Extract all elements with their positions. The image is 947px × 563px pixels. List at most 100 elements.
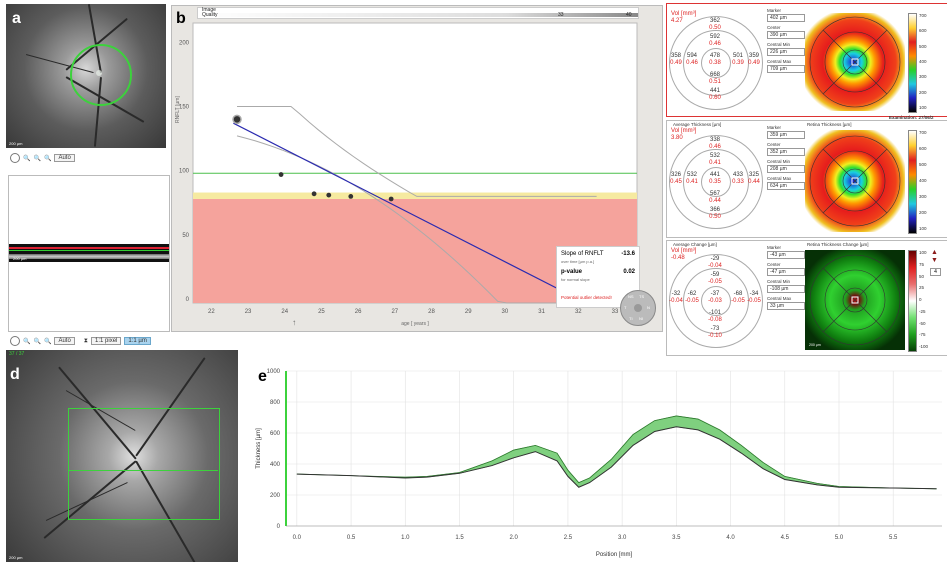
x-tick-label: 22 (208, 309, 215, 315)
scale-tick-label: 25 (919, 285, 925, 291)
etdrs-cell-left-outer[interactable]: -32 -0.04 (662, 291, 690, 305)
etdrs-cell-center[interactable]: -37 -0.03 (701, 291, 729, 305)
pixel-button[interactable]: 1:1 pixel (91, 337, 122, 345)
thickness-value: 441 (709, 172, 720, 178)
etdrs-cell-left-inner[interactable]: -62 -0.05 (678, 291, 706, 305)
etdrs-cell-right-outer[interactable]: 325 0.44 (740, 172, 768, 186)
um-button[interactable]: 1:1 µm (124, 337, 151, 345)
etdrs-cell-left-inner[interactable]: 594 0.46 (678, 53, 706, 67)
radio-icon[interactable] (10, 336, 20, 346)
zoom-fit-icon[interactable]: 🔍 (43, 155, 52, 162)
etdrs-cell-center[interactable]: 441 0.35 (701, 172, 729, 186)
etdrs-cell-left-inner[interactable]: 532 0.41 (678, 172, 706, 186)
map-title: Retina Thickness Change [µm] (807, 242, 869, 247)
thickness-heatmap[interactable] (805, 250, 905, 350)
zoom-out-icon[interactable]: 🔍 (23, 155, 31, 162)
p-value: 0.02 (623, 269, 635, 275)
scale-tick-label: 700 (919, 130, 927, 135)
heatmap-ring (809, 16, 901, 108)
zoom-select[interactable]: Auto (54, 154, 75, 162)
stepper-up-icon[interactable]: ▲ (931, 249, 938, 256)
etdrs-cell-top-inner[interactable]: 532 0.41 (701, 153, 729, 167)
onh-circle (70, 44, 132, 106)
etdrs-cell-right-inner[interactable]: -68 -0.05 (724, 291, 752, 305)
vol-label: Vol [mm³] (671, 11, 697, 17)
volume-value: 0.44 (709, 198, 721, 204)
etdrs-cell-center[interactable]: 478 0.38 (701, 53, 729, 67)
volume-value: 0.60 (709, 95, 721, 101)
etdrs-cell-bottom-inner[interactable]: 668 0.51 (701, 72, 729, 86)
fundus-image-a: 200 µm (6, 4, 166, 148)
zoom-in-icon[interactable]: 🔍 (33, 155, 41, 162)
etdrs-cell-bottom-inner[interactable]: 567 0.44 (701, 191, 729, 205)
etdrs-cell-right-outer[interactable]: -34 -0.05 (740, 291, 768, 305)
radio-icon[interactable] (10, 153, 20, 163)
scale-tick-label: 400 (919, 59, 927, 64)
thickness-profile-chart: 0 200 400 600 800 1000 0.0 0.5 1.0 1.5 2.0 2.5 3.0 3.… (256, 369, 942, 558)
etdrs-cell-top-inner[interactable]: -59 -0.05 (701, 272, 729, 286)
scale-tick-label: 400 (919, 178, 927, 183)
zoom-fit-icon[interactable]: 🔍 (43, 338, 52, 345)
x-axis-label: Position [mm] (596, 552, 633, 558)
heatmap-scale-bar: 200 µm (809, 225, 821, 229)
x-tick-label: 0.5 (347, 535, 356, 541)
toolbar-d: 🔍 🔍 🔍 Auto ⧗ 1:1 pixel 1:1 µm (10, 336, 151, 346)
heatmap-ring (842, 287, 868, 313)
data-point (278, 172, 284, 177)
p-sub: for normal slope (561, 277, 590, 282)
zoom-out-icon[interactable]: 🔍 (23, 338, 31, 345)
thickness-heatmap[interactable] (805, 130, 905, 232)
etdrs-cell-right-inner[interactable]: 433 0.33 (724, 172, 752, 186)
zoom-select[interactable]: Auto (54, 337, 75, 345)
etdrs-ring (669, 135, 763, 229)
y-tick-label: 1000 (267, 369, 281, 375)
data-point (326, 192, 332, 198)
etdrs-cell-right-inner[interactable]: 501 0.39 (724, 53, 752, 67)
quality-q2: 40 (626, 12, 632, 18)
fundus-image-d: 37 / 37 200 µm (6, 350, 238, 562)
data-point (348, 193, 354, 199)
side-label: Central Max (767, 176, 792, 181)
etdrs-cell-bottom-outer[interactable]: 366 0.50 (701, 207, 729, 221)
y-tick-label: 200 (179, 40, 190, 46)
panel-label-a: a (12, 10, 21, 27)
stepper-value[interactable]: 4 (930, 268, 941, 276)
stepper-down-icon[interactable]: ▼ (931, 257, 938, 264)
etdrs-ring (701, 286, 731, 316)
etdrs-cell-right-outer[interactable]: 359 0.49 (740, 53, 768, 67)
etdrs-cell-top-outer[interactable]: 362 0.50 (701, 18, 729, 32)
side-label: Center (767, 262, 781, 267)
etdrs-cell-top-inner[interactable]: 592 0.46 (701, 34, 729, 48)
thickness-heatmap[interactable] (805, 13, 905, 111)
heatmap-ring (842, 49, 868, 75)
etdrs-cell-left-outer[interactable]: 358 0.49 (662, 53, 690, 67)
heatmap-ring (809, 254, 901, 346)
etdrs-cell-top-outer[interactable]: -29 -0.04 (701, 256, 729, 270)
scan-line[interactable] (68, 470, 218, 471)
side-value: -47 µm (767, 268, 805, 276)
thickness-value: -68 (733, 291, 743, 297)
sector-compass[interactable]: NS TS T N TI NI (620, 290, 656, 326)
scale-bar: 200 µm (9, 555, 23, 560)
zoom-in-icon[interactable]: 🔍 (33, 338, 41, 345)
etdrs-ring (683, 268, 749, 334)
volume-value: 0.49 (670, 60, 682, 66)
side-value: -43 µm (767, 251, 805, 259)
etdrs-cell-bottom-inner[interactable]: -101 -0.08 (701, 310, 729, 324)
side-label: Central Max (767, 296, 792, 301)
etdrs-cell-top-outer[interactable]: 338 0.46 (701, 137, 729, 151)
scan-rectangle[interactable] (68, 408, 220, 520)
thickness-value: 325 (748, 172, 759, 178)
etdrs-ring (683, 30, 749, 96)
etdrs-cell-bottom-outer[interactable]: 441 0.60 (701, 88, 729, 102)
etdrs-cell-left-outer[interactable]: 326 0.45 (662, 172, 690, 186)
scale-tick-label: 200 (919, 210, 927, 215)
heatmap-marker (851, 296, 859, 304)
etdrs-cell-bottom-outer[interactable]: -73 -0.10 (701, 326, 729, 340)
scale-tick-label: -25 (919, 308, 926, 314)
thickness-value: -37 (710, 291, 720, 297)
x-axis-label: age [ years ] (401, 321, 429, 327)
heatmap-diagonal (822, 267, 888, 333)
x-tick-label: 3.5 (672, 535, 681, 541)
thickness-value: 441 (709, 88, 720, 94)
